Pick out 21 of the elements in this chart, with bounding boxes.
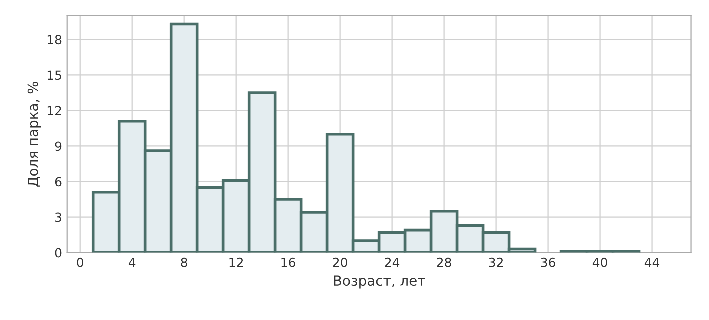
- y-tick-label: 15: [48, 70, 62, 80]
- x-tick-label: 24: [385, 258, 400, 268]
- x-tick-label: 0: [77, 258, 84, 268]
- x-axis-title: Возраст, лет: [334, 276, 426, 289]
- x-tick-label: 44: [644, 258, 660, 268]
- y-axis-title: Доля парка, %: [28, 82, 42, 187]
- y-tick-label: 12: [48, 106, 62, 116]
- y-tick-label: 18: [48, 35, 62, 45]
- x-tick-label: 36: [541, 258, 556, 268]
- x-tick-label: 8: [181, 258, 188, 268]
- x-tick-label: 16: [282, 258, 296, 268]
- y-tick-label: 0: [55, 248, 62, 258]
- y-tick-label: 9: [55, 142, 62, 152]
- x-tick-label: 40: [592, 258, 608, 268]
- x-tick-label: 20: [333, 258, 348, 268]
- y-tick-label: 6: [55, 177, 62, 187]
- y-tick-label: 3: [55, 212, 62, 222]
- x-tick-label: 28: [437, 258, 452, 268]
- x-tick-label: 32: [489, 258, 503, 268]
- x-tick-label: 4: [128, 258, 136, 268]
- x-tick-label: 12: [230, 258, 244, 268]
